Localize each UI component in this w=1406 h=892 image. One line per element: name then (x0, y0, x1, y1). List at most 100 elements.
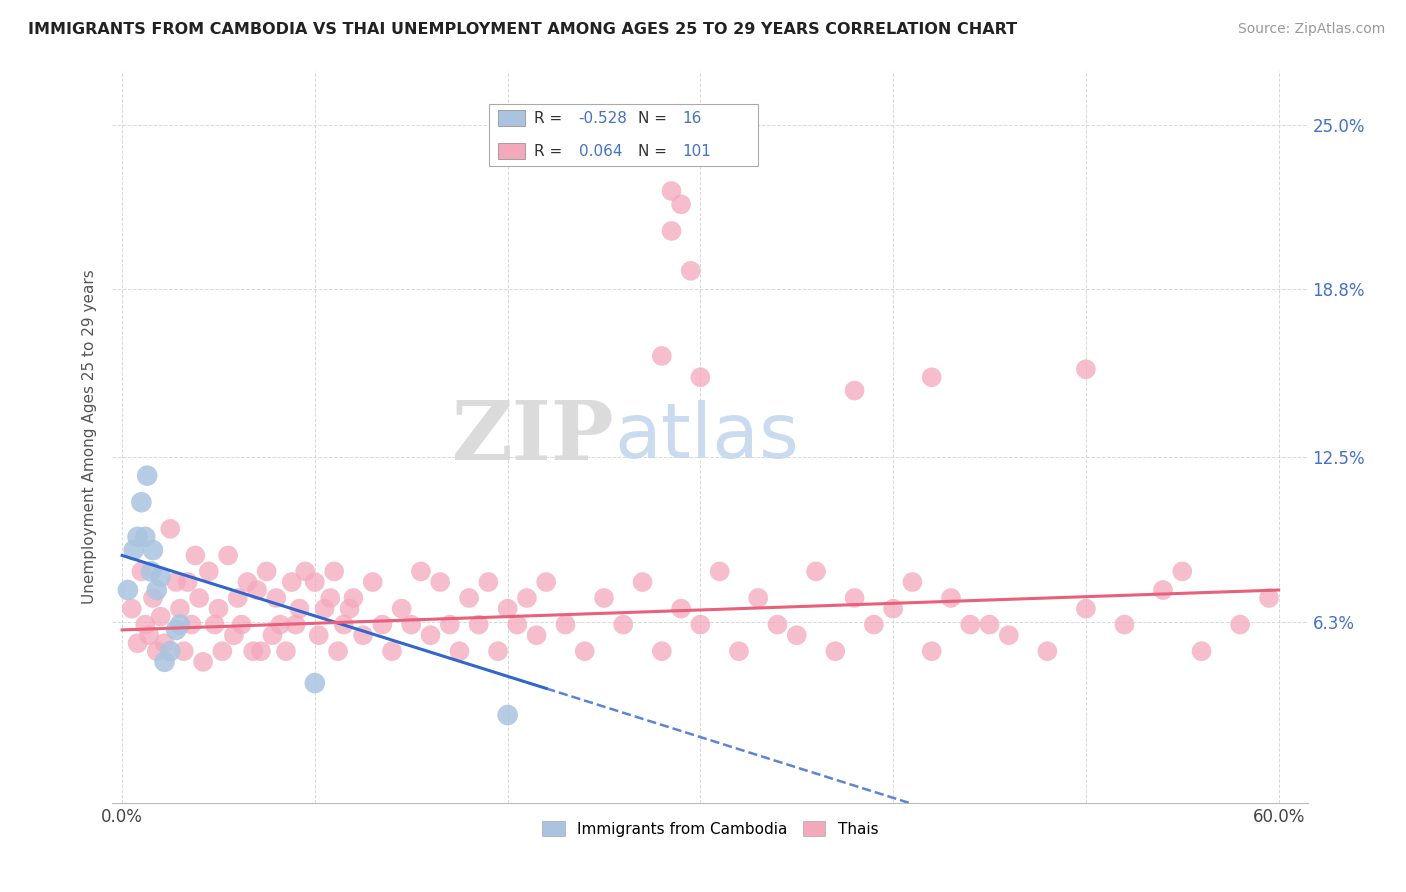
Text: R =: R = (534, 144, 572, 159)
Point (159, 644, 181, 658)
Point (824, 644, 846, 658)
Point (844, 591, 866, 605)
Point (554, 617, 576, 632)
Point (449, 644, 471, 658)
Point (222, 628, 245, 642)
Text: Source: ZipAtlas.com: Source: ZipAtlas.com (1237, 22, 1385, 37)
Point (121, 601, 143, 615)
Point (409, 565, 432, 579)
Point (304, 575, 326, 590)
Point (319, 591, 342, 605)
Point (1036, 644, 1059, 658)
Point (669, 197, 692, 211)
Point (211, 644, 233, 658)
Point (284, 617, 307, 632)
Point (631, 575, 654, 590)
Text: atlas: atlas (614, 401, 799, 474)
Point (139, 565, 162, 579)
Point (496, 708, 519, 723)
Point (679, 264, 702, 278)
Point (134, 617, 156, 632)
Point (236, 575, 259, 590)
Point (250, 644, 273, 658)
Point (191, 655, 214, 669)
Point (281, 575, 304, 590)
Point (149, 609, 172, 624)
Point (1114, 617, 1136, 632)
Point (342, 591, 364, 605)
Point (153, 636, 176, 650)
Point (146, 644, 169, 658)
Point (506, 617, 529, 632)
Point (1258, 591, 1281, 605)
Point (921, 644, 943, 658)
Point (246, 582, 269, 597)
Point (127, 636, 149, 650)
Point (333, 617, 356, 632)
Y-axis label: Unemployment Among Ages 25 to 29 years: Unemployment Among Ages 25 to 29 years (82, 269, 97, 605)
Point (176, 575, 198, 590)
Point (979, 617, 1001, 632)
Point (939, 591, 962, 605)
Point (467, 617, 489, 632)
Point (1229, 617, 1251, 632)
Point (256, 565, 278, 579)
Point (669, 601, 692, 615)
Point (326, 644, 349, 658)
Point (709, 565, 731, 579)
Point (486, 644, 509, 658)
Point (274, 644, 297, 658)
Point (612, 617, 634, 632)
Point (127, 530, 149, 544)
FancyBboxPatch shape (499, 143, 524, 159)
Point (122, 543, 145, 558)
Text: IMMIGRANTS FROM CAMBODIA VS THAI UNEMPLOYMENT AMONG AGES 25 TO 29 YEARS CORRELAT: IMMIGRANTS FROM CAMBODIA VS THAI UNEMPLO… (28, 22, 1018, 37)
Point (1074, 601, 1097, 615)
Point (728, 644, 751, 658)
Point (419, 628, 441, 642)
Point (371, 617, 394, 632)
Point (921, 370, 943, 384)
Point (534, 575, 557, 590)
Point (901, 575, 924, 590)
Point (882, 601, 904, 615)
Point (149, 570, 172, 584)
Point (786, 628, 808, 642)
Point (381, 644, 404, 658)
Text: N =: N = (638, 144, 672, 159)
Point (526, 628, 548, 642)
Point (198, 565, 221, 579)
Point (131, 495, 153, 509)
Point (146, 582, 169, 597)
Point (516, 591, 538, 605)
Point (142, 591, 165, 605)
Point (458, 591, 481, 605)
Point (308, 628, 330, 642)
Point (959, 617, 981, 632)
Point (262, 628, 284, 642)
Point (339, 601, 361, 615)
Point (269, 617, 291, 632)
Point (998, 628, 1021, 642)
Point (747, 591, 769, 605)
Point (429, 575, 451, 590)
Point (651, 644, 673, 658)
Legend: Immigrants from Cambodia, Thais: Immigrants from Cambodia, Thais (536, 814, 884, 843)
Point (1191, 644, 1213, 658)
Point (1074, 362, 1097, 376)
Point (165, 623, 187, 637)
FancyBboxPatch shape (499, 110, 524, 126)
Text: 101: 101 (682, 144, 711, 159)
Point (689, 370, 711, 384)
Point (689, 617, 711, 632)
Point (391, 601, 413, 615)
Point (496, 601, 519, 615)
Point (661, 224, 683, 238)
Point (207, 601, 229, 615)
Point (323, 565, 346, 579)
Point (117, 582, 139, 597)
Point (294, 565, 316, 579)
Point (863, 617, 886, 632)
Point (766, 617, 789, 632)
Point (169, 601, 191, 615)
